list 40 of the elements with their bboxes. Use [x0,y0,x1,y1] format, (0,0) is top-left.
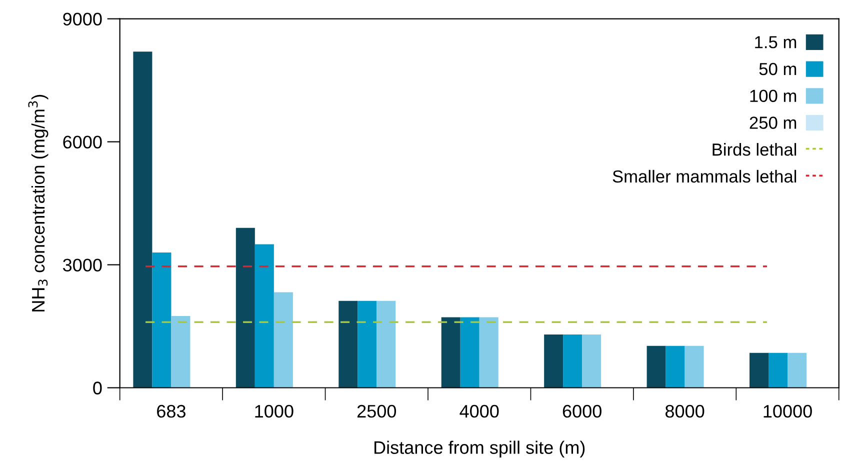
bar [788,352,807,388]
x-tick-label: 2500 [357,404,396,418]
bar [133,52,152,388]
bar [171,316,190,388]
legend-label: 50 m [759,62,796,76]
bar [236,228,255,388]
bar [376,300,396,388]
x-tick-label: 6000 [562,404,602,418]
legend-label: 1.5 m [755,36,796,48]
y-tick-label: 6000 [63,136,102,149]
y-tick-label: 3000 [63,258,102,272]
legend-label: Birds lethal [712,143,796,156]
legend-label: Smaller mammals lethal [612,170,796,183]
bar [750,352,769,388]
bar [544,334,564,388]
bar [768,352,788,388]
bar [358,300,377,388]
bar [563,334,582,388]
bar [460,317,480,388]
x-tick-label: 1000 [255,404,294,418]
bar [582,334,602,388]
bar [479,317,498,388]
x-tick-label: 4000 [460,404,499,418]
bar [441,317,460,388]
y-axis-title: NH$_{3}$ concentration (mg/m$^{3}$) [28,94,48,312]
y-tick-label: 0 [93,382,102,394]
legend-label: 250 m [750,116,796,129]
legend-label: 100 m [750,90,796,102]
x-tick-label: 683 [157,404,186,418]
bar [274,292,293,388]
x-tick-label: 8000 [666,404,704,418]
bar [684,346,704,388]
x-tick-label: 10000 [764,404,812,418]
bar [338,300,358,388]
bar [152,252,172,388]
bar [646,346,666,388]
x-axis-title: Distance from spill site (m) [374,440,585,458]
bar [254,244,274,388]
bar [666,346,685,388]
y-tick-label: 9000 [63,12,102,26]
